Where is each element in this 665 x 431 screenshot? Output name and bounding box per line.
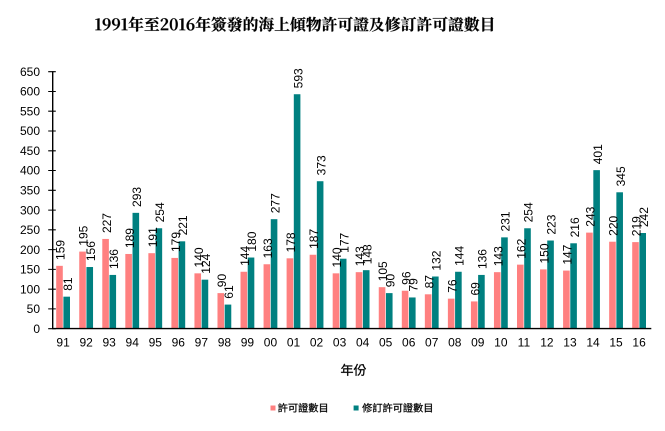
svg-text:16: 16 xyxy=(632,335,646,349)
svg-text:143: 143 xyxy=(353,246,367,266)
svg-text:373: 373 xyxy=(314,155,328,175)
svg-text:156: 156 xyxy=(84,241,98,261)
svg-text:144: 144 xyxy=(453,246,467,266)
svg-text:03: 03 xyxy=(333,335,347,349)
svg-text:143: 143 xyxy=(491,246,505,266)
svg-text:277: 277 xyxy=(268,193,282,213)
svg-text:600: 600 xyxy=(20,85,40,99)
svg-text:500: 500 xyxy=(20,124,40,138)
svg-text:99: 99 xyxy=(241,335,255,349)
svg-text:191: 191 xyxy=(146,227,160,247)
svg-text:61: 61 xyxy=(222,285,236,299)
svg-text:00: 00 xyxy=(264,335,278,349)
svg-text:08: 08 xyxy=(448,335,462,349)
svg-text:96: 96 xyxy=(399,271,413,285)
svg-text:69: 69 xyxy=(468,282,482,296)
svg-text:14: 14 xyxy=(586,335,600,349)
svg-text:550: 550 xyxy=(20,104,40,118)
svg-text:92: 92 xyxy=(79,335,93,349)
svg-text:87: 87 xyxy=(422,275,436,289)
svg-text:96: 96 xyxy=(172,335,186,349)
svg-text:219: 219 xyxy=(630,216,644,236)
svg-text:254: 254 xyxy=(522,202,536,222)
svg-text:147: 147 xyxy=(561,244,575,264)
svg-text:200: 200 xyxy=(20,243,40,257)
svg-text:11: 11 xyxy=(518,335,531,349)
svg-text:07: 07 xyxy=(425,335,439,349)
svg-text:350: 350 xyxy=(20,184,40,198)
svg-text:100: 100 xyxy=(20,282,40,296)
svg-text:144: 144 xyxy=(238,246,252,266)
svg-text:159: 159 xyxy=(54,240,68,260)
svg-text:177: 177 xyxy=(337,232,351,252)
svg-text:91: 91 xyxy=(56,335,70,349)
svg-text:345: 345 xyxy=(614,166,628,186)
svg-text:163: 163 xyxy=(261,238,275,258)
svg-text:09: 09 xyxy=(471,335,485,349)
svg-text:136: 136 xyxy=(476,249,490,269)
svg-text:13: 13 xyxy=(563,335,577,349)
svg-text:05: 05 xyxy=(379,335,393,349)
svg-text:10: 10 xyxy=(494,335,508,349)
svg-text:593: 593 xyxy=(291,68,305,88)
svg-text:300: 300 xyxy=(20,203,40,217)
svg-text:150: 150 xyxy=(538,243,552,263)
svg-text:15: 15 xyxy=(609,335,623,349)
svg-text:650: 650 xyxy=(20,65,40,79)
svg-text:243: 243 xyxy=(584,206,598,226)
svg-text:50: 50 xyxy=(27,302,41,316)
svg-text:189: 189 xyxy=(123,228,137,248)
svg-text:93: 93 xyxy=(103,335,117,349)
svg-text:01: 01 xyxy=(287,335,301,349)
svg-text:401: 401 xyxy=(591,144,605,164)
svg-text:140: 140 xyxy=(192,247,206,267)
svg-text:179: 179 xyxy=(169,232,183,252)
svg-text:94: 94 xyxy=(126,335,140,349)
svg-text:221: 221 xyxy=(176,215,190,235)
svg-text:124: 124 xyxy=(199,253,213,273)
svg-text:90: 90 xyxy=(383,274,397,288)
svg-text:293: 293 xyxy=(130,187,144,207)
svg-text:132: 132 xyxy=(430,250,444,270)
svg-text:187: 187 xyxy=(307,229,321,249)
svg-text:02: 02 xyxy=(310,335,324,349)
svg-text:450: 450 xyxy=(20,144,40,158)
svg-text:223: 223 xyxy=(545,214,559,234)
svg-text:162: 162 xyxy=(515,238,529,258)
svg-text:227: 227 xyxy=(100,213,114,233)
svg-text:90: 90 xyxy=(215,274,229,288)
svg-text:12: 12 xyxy=(540,335,554,349)
svg-text:148: 148 xyxy=(360,244,374,264)
svg-text:178: 178 xyxy=(284,232,298,252)
svg-text:400: 400 xyxy=(20,164,40,178)
svg-text:220: 220 xyxy=(607,215,621,235)
svg-text:136: 136 xyxy=(107,249,121,269)
svg-text:216: 216 xyxy=(568,217,582,237)
svg-text:98: 98 xyxy=(218,335,232,349)
svg-text:180: 180 xyxy=(245,231,259,251)
svg-text:04: 04 xyxy=(356,335,370,349)
svg-text:76: 76 xyxy=(445,279,459,293)
svg-text:231: 231 xyxy=(499,211,513,231)
svg-text:242: 242 xyxy=(637,207,651,227)
svg-text:140: 140 xyxy=(330,247,344,267)
svg-text:150: 150 xyxy=(20,263,40,277)
svg-text:06: 06 xyxy=(402,335,416,349)
svg-text:105: 105 xyxy=(376,261,390,281)
svg-text:0: 0 xyxy=(33,322,40,336)
svg-text:79: 79 xyxy=(407,278,421,292)
svg-text:97: 97 xyxy=(195,335,209,349)
svg-text:254: 254 xyxy=(153,202,167,222)
svg-text:81: 81 xyxy=(61,277,75,291)
svg-text:195: 195 xyxy=(77,225,91,245)
svg-text:95: 95 xyxy=(149,335,163,349)
svg-text:250: 250 xyxy=(20,223,40,237)
